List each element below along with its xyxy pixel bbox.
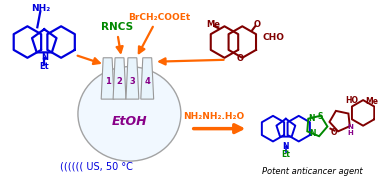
Ellipse shape (78, 67, 181, 161)
Text: Et: Et (282, 150, 290, 159)
Text: Me: Me (207, 20, 221, 29)
Text: N: N (309, 129, 316, 138)
Text: BrCH₂COOEt: BrCH₂COOEt (128, 13, 190, 22)
Text: HO: HO (346, 96, 359, 105)
Text: S: S (318, 112, 323, 121)
Text: N: N (308, 114, 315, 123)
Text: 2: 2 (116, 77, 122, 86)
Text: N: N (283, 142, 289, 151)
Text: O: O (330, 128, 337, 137)
Text: H: H (347, 130, 353, 136)
Text: (((((( US, 50 °C: (((((( US, 50 °C (60, 161, 133, 171)
Text: NH₂: NH₂ (31, 4, 50, 13)
Text: 3: 3 (130, 77, 135, 86)
Text: Potent anticancer agent: Potent anticancer agent (262, 167, 363, 176)
Text: Me: Me (365, 97, 378, 106)
Polygon shape (113, 58, 126, 99)
Text: EtOH: EtOH (112, 115, 147, 128)
Text: N: N (347, 124, 353, 130)
Text: 4: 4 (144, 77, 150, 86)
Text: O: O (254, 20, 261, 29)
Text: 1: 1 (105, 77, 111, 86)
Text: NH₂NH₂.H₂O: NH₂NH₂.H₂O (183, 112, 244, 121)
Polygon shape (101, 58, 114, 99)
Polygon shape (141, 58, 154, 99)
Text: CHO: CHO (262, 33, 284, 42)
Polygon shape (126, 58, 139, 99)
Text: RNCS: RNCS (101, 22, 133, 32)
Text: O: O (237, 54, 244, 63)
Text: N: N (41, 53, 48, 62)
Text: Et: Et (39, 62, 49, 71)
